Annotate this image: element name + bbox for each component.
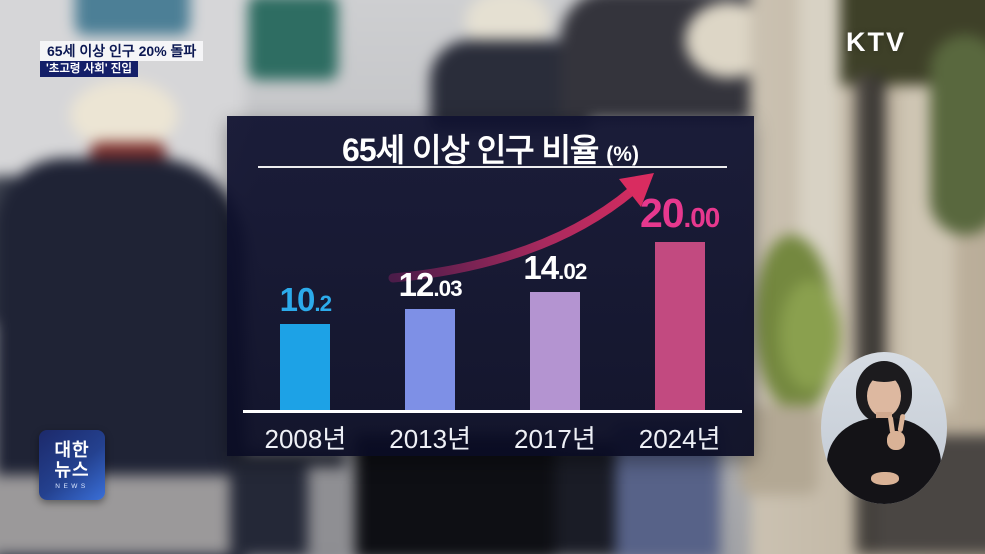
title-underline xyxy=(258,166,727,168)
foliage-blur xyxy=(930,35,985,235)
bar-value-decimal: .03 xyxy=(433,276,462,301)
plant-blur xyxy=(780,280,840,390)
pavement-gap xyxy=(308,466,353,554)
bar-group-0: 10.2 xyxy=(243,283,368,410)
chart-unit-label: (%) xyxy=(606,143,639,166)
interpreter-fringe xyxy=(865,367,903,382)
bar-value-decimal: .02 xyxy=(558,259,587,284)
daehan-news-logo: 대한 뉴스 NEWS xyxy=(39,430,105,500)
bar-value-label: 20.00 xyxy=(639,190,721,236)
interpreter-hand xyxy=(887,431,905,450)
news-logo-bottom: 뉴스 xyxy=(54,460,90,480)
x-axis-label: 2024년 xyxy=(638,424,721,454)
bar-value-whole: 20 xyxy=(639,190,685,236)
bar-value-whole: 14 xyxy=(523,249,559,286)
x-axis-label: 2008년 xyxy=(264,424,347,454)
bar-value-label: 12.03 xyxy=(398,266,463,303)
chart-panel: 65세 이상 인구 비율 (%) 10.2 12.03 14.02 20.00 200… xyxy=(227,116,754,456)
news-logo-caption: NEWS xyxy=(55,483,89,491)
bar-value-whole: 10 xyxy=(279,281,316,318)
bar-value-decimal: .00 xyxy=(683,202,721,233)
chart-title-text: 65세 이상 인구 비율 xyxy=(342,132,599,168)
bar-value-whole: 12 xyxy=(398,266,435,303)
bar-group-1: 12.03 xyxy=(368,268,493,410)
x-axis-line xyxy=(243,410,742,413)
headline-banner-primary: 65세 이상 인구 20% 돌파 xyxy=(40,41,204,61)
chart-title: 65세 이상 인구 비율 (%) xyxy=(227,125,754,171)
bar xyxy=(405,309,456,410)
sign-language-interpreter xyxy=(821,352,947,504)
interpreter-face xyxy=(867,375,901,417)
bar xyxy=(280,324,331,410)
pedestrian-hat xyxy=(70,80,178,150)
pavement-blur xyxy=(0,475,250,554)
bar-chart-area: 10.2 12.03 14.02 20.00 xyxy=(243,175,742,410)
channel-logo: KTV xyxy=(846,27,906,57)
headline-secondary-text: '초고령 사회' 진입 xyxy=(46,63,132,75)
interpreter-body xyxy=(827,418,941,504)
bar xyxy=(529,292,580,410)
trend-arrow-icon xyxy=(388,173,654,283)
bar-value-decimal: .2 xyxy=(314,291,332,316)
bar-value-label: 14.02 xyxy=(523,249,587,286)
x-axis-label: 2013년 xyxy=(389,424,471,454)
bar xyxy=(654,242,705,410)
street-sign-blur xyxy=(248,0,338,80)
x-axis-label: 2017년 xyxy=(513,424,596,454)
bar-value-label: 10.2 xyxy=(279,281,332,318)
bar-group-3: 20.00 xyxy=(617,193,742,410)
x-axis-labels: 2008년 2013년 2017년 2024년 xyxy=(243,419,742,456)
street-sign-blur xyxy=(75,0,190,35)
interpreter-hand xyxy=(871,472,899,485)
news-logo-top: 대한 xyxy=(54,439,90,460)
headline-banner-secondary: '초고령 사회' 진입 xyxy=(40,61,138,77)
bar-group-2: 14.02 xyxy=(493,251,618,410)
headline-primary-text: 65세 이상 인구 20% 돌파 xyxy=(47,43,197,59)
